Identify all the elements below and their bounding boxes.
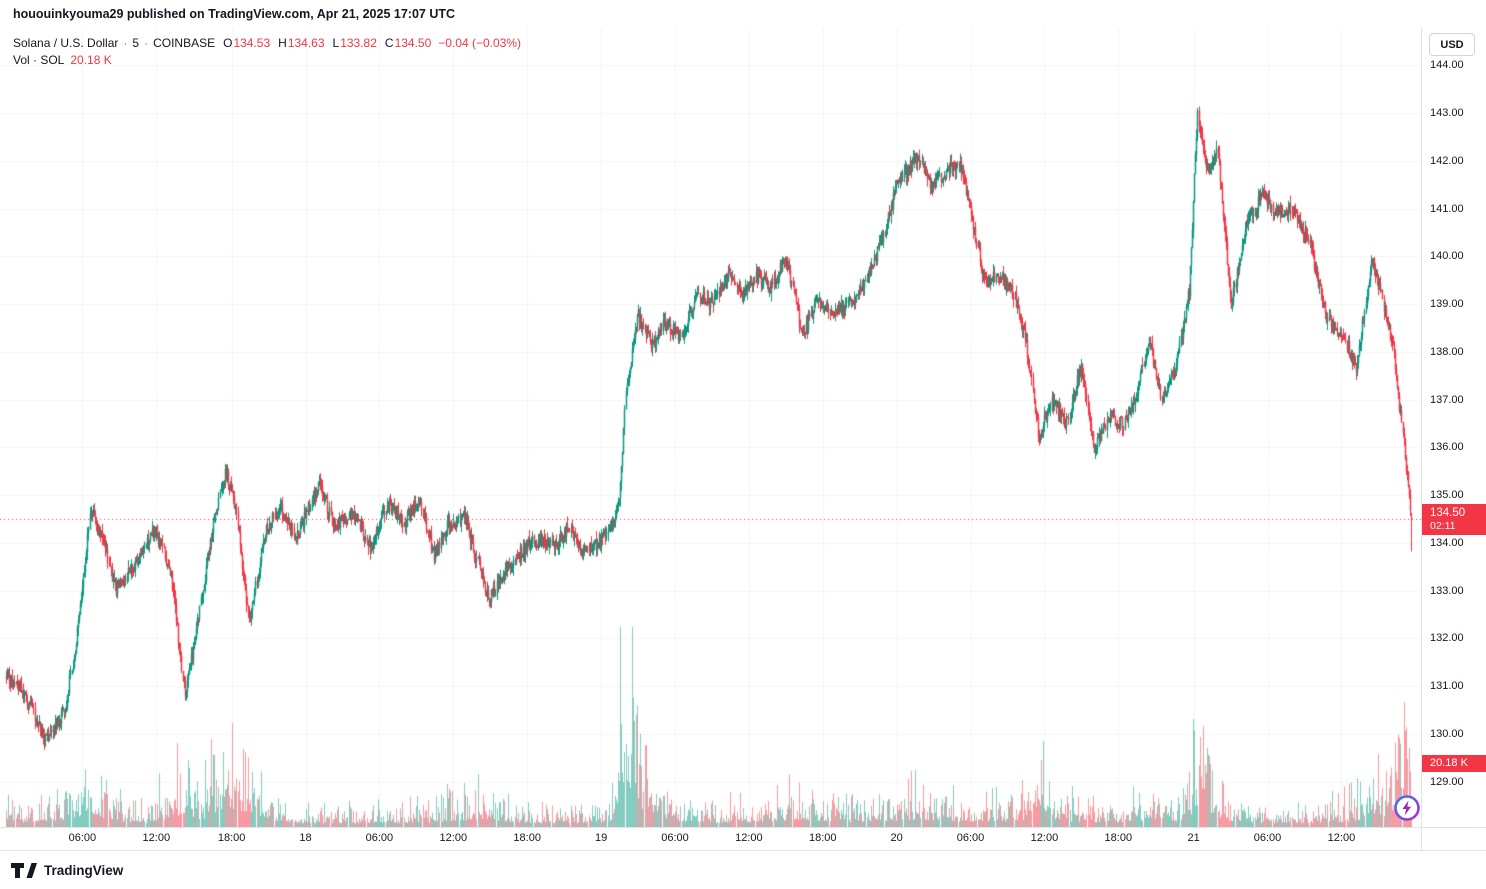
price-tick-label: 130.00 — [1430, 727, 1464, 740]
time-axis-label: 06:00 — [68, 832, 97, 844]
time-axis-label: 12:00 — [439, 832, 468, 844]
tradingview-wordmark[interactable]: TradingView — [44, 862, 124, 878]
time-axis[interactable]: 06:00 12:00 18:00 18 06:00 12:00 18:00 19 06:00 1… — [0, 828, 1421, 850]
price-tick-label: 133.00 — [1430, 584, 1464, 597]
lightning-circle-icon[interactable] — [1393, 794, 1421, 822]
ohlc-open: O134.53 — [223, 35, 270, 52]
change-value: −0.04 (−0.03%) — [438, 36, 522, 50]
volume-badge: 20.18 K — [1422, 755, 1486, 772]
close-label: C — [384, 36, 394, 50]
time-axis-label: 18:00 — [1104, 832, 1133, 844]
time-axis-label: 12:00 — [1030, 832, 1059, 844]
interval-label[interactable]: 5 — [132, 36, 140, 50]
price-tick-label: 135.00 — [1430, 489, 1464, 502]
price-tick-label: 134.00 — [1430, 536, 1464, 549]
price-axis[interactable]: USD 144.00 143.00 142.00 141.00 140.00 139.00… — [1421, 28, 1486, 850]
footer-divider — [0, 850, 1486, 851]
separator-dot: · — [144, 36, 149, 50]
volume-label[interactable]: Vol · SOL — [13, 53, 65, 67]
time-axis-label: 18:00 — [513, 832, 541, 844]
bar-countdown: 02:11 — [1430, 519, 1456, 532]
ohlc-low: L133.82 — [333, 35, 377, 52]
footer: TradingView — [0, 851, 1486, 889]
time-axis-label: 06:00 — [956, 832, 985, 844]
time-axis-label: 12:00 — [735, 832, 763, 844]
time-axis-label: 06:00 — [1253, 832, 1282, 844]
price-tick-label: 144.00 — [1430, 59, 1464, 72]
publish-bar: hououinkyouma29 published on TradingView… — [0, 0, 1486, 28]
legend-volume-row: Vol · SOL 20.18 K — [13, 52, 521, 69]
price-tick-label: 140.00 — [1430, 250, 1464, 263]
high-label: H — [278, 36, 287, 50]
publish-text: hououinkyouma29 published on TradingView… — [13, 7, 456, 21]
time-axis-label: 12:00 — [142, 832, 171, 844]
time-axis-label: 12:00 — [1327, 832, 1356, 844]
time-axis-label: 06:00 — [365, 832, 394, 844]
ohlc-close: C134.50 — [385, 35, 431, 52]
high-value: 134.63 — [287, 36, 325, 50]
open-value: 134.53 — [233, 36, 271, 50]
price-tick-label: 139.00 — [1430, 298, 1464, 311]
price-tick-label: 138.00 — [1430, 345, 1464, 358]
time-axis-day-label: 20 — [890, 832, 903, 844]
separator-dot: · — [123, 36, 128, 50]
price-tick-label: 141.00 — [1430, 202, 1464, 215]
volume-value: 20.18 K — [70, 53, 112, 67]
currency-button[interactable]: USD — [1429, 33, 1475, 56]
price-tick-label: 137.00 — [1430, 393, 1464, 406]
price-tick-label: 132.00 — [1430, 632, 1464, 645]
time-axis-label: 18:00 — [808, 832, 837, 844]
exchange-label: COINBASE — [153, 36, 216, 50]
last-price-value: 134.50 — [1430, 506, 1466, 519]
ohlc-high: H134.63 — [278, 35, 324, 52]
price-tick-label: 129.00 — [1430, 775, 1464, 788]
price-tick-label: 131.00 — [1430, 680, 1464, 693]
time-axis-day-label: 19 — [594, 832, 608, 844]
price-chart-canvas[interactable] — [0, 28, 1421, 827]
open-label: O — [223, 36, 233, 50]
time-axis-label: 06:00 — [661, 832, 689, 844]
tradingview-logo-icon[interactable] — [11, 862, 37, 878]
symbol-title[interactable]: Solana / U.S. Dollar — [13, 36, 119, 50]
time-axis-day-label: 21 — [1187, 832, 1200, 844]
low-value: 133.82 — [340, 36, 377, 50]
close-value: 134.50 — [394, 36, 432, 50]
last-price-badge: 134.50 02:11 — [1422, 503, 1486, 535]
time-axis-day-label: 18 — [299, 832, 312, 844]
low-label: L — [332, 36, 340, 50]
legend-symbol-row: Solana / U.S. Dollar · 5 · COINBASE O134… — [13, 35, 521, 52]
price-tick-label: 143.00 — [1430, 107, 1464, 119]
time-axis-divider — [0, 827, 1486, 828]
chart-legend: Solana / U.S. Dollar · 5 · COINBASE O134… — [13, 35, 521, 69]
time-axis-label: 18:00 — [217, 832, 246, 844]
price-tick-label: 136.00 — [1430, 441, 1464, 454]
price-tick-label: 142.00 — [1430, 154, 1464, 167]
